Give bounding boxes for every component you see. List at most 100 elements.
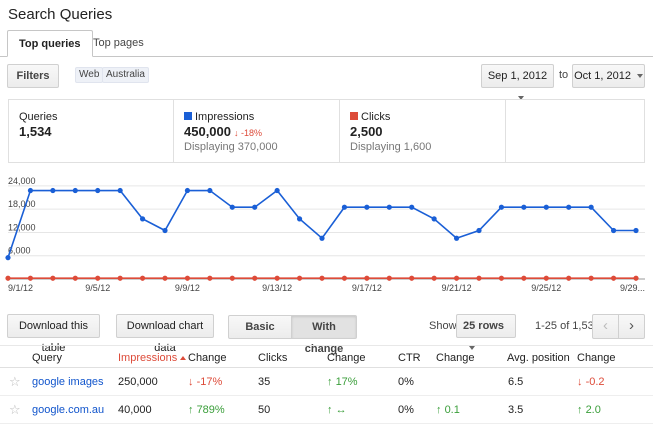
ctr-change-cell: ↑ 0.1: [436, 404, 460, 416]
down-arrow-icon: ↓: [188, 376, 194, 388]
ctr-cell: 0%: [398, 404, 414, 416]
star-icon[interactable]: ☆: [9, 402, 21, 417]
data-point-clicks: [364, 275, 370, 281]
tab-top-queries[interactable]: Top queries: [7, 30, 93, 57]
data-point-impressions: [117, 187, 123, 194]
data-point-clicks: [610, 275, 617, 281]
metric-value: 2,500: [350, 124, 383, 139]
x-tick-label: 9/21/12: [442, 283, 472, 293]
x-tick-label: 9/25/12: [531, 283, 561, 293]
impressions-cell: 40,000: [118, 404, 152, 416]
col-header-impressions[interactable]: Impressions: [118, 352, 187, 364]
with-change-toggle[interactable]: With change: [291, 315, 357, 355]
col-header-imp-change[interactable]: Change: [188, 352, 227, 364]
col-header-avg-position[interactable]: Avg. position: [507, 352, 570, 364]
col-header-ctr-change[interactable]: Change: [436, 352, 475, 364]
data-point-clicks: [319, 275, 325, 281]
data-point-impressions: [543, 204, 549, 210]
col-header-query[interactable]: Query: [32, 352, 62, 364]
clicks-swatch-icon[interactable]: [350, 112, 358, 120]
data-point-impressions: [386, 204, 392, 210]
rows-per-page-select[interactable]: 25 rows: [456, 314, 516, 351]
download-chart-button[interactable]: Download chart data: [116, 314, 214, 354]
data-point-impressions: [633, 227, 639, 234]
data-point-clicks: [521, 275, 527, 281]
tab-bar: Top queries Top pages: [0, 30, 653, 57]
prev-page-button[interactable]: ‹: [592, 314, 619, 339]
tab-top-pages[interactable]: Top pages: [93, 37, 144, 49]
sort-ascending-icon: [180, 356, 187, 360]
down-arrow-icon: ↓: [234, 128, 239, 138]
y-tick-label: 12,000: [8, 222, 36, 232]
data-point-impressions: [409, 204, 415, 210]
down-arrow-icon: ↓: [577, 376, 583, 388]
basic-toggle[interactable]: Basic: [228, 315, 292, 339]
ctr-cell: 0%: [398, 376, 414, 388]
data-point-clicks: [476, 275, 482, 281]
col-header-ctr[interactable]: CTR: [398, 352, 421, 364]
filters-button[interactable]: Filters: [7, 64, 59, 88]
table-row: ☆ google images 250,000 ↓ -17% 35 ↑ 17% …: [0, 368, 653, 396]
data-point-impressions: [476, 227, 482, 234]
data-point-impressions: [207, 187, 213, 194]
data-point-clicks: [498, 275, 505, 281]
date-range-separator: to: [559, 69, 569, 81]
data-point-impressions: [610, 227, 617, 234]
data-point-clicks: [162, 275, 168, 281]
metric-impressions[interactable]: Impressions 450,000 ↓ -18% Displaying 370…: [174, 100, 340, 162]
data-point-clicks: [409, 275, 415, 281]
metric-label: Impressions: [195, 111, 255, 123]
y-tick-label: 6,000: [8, 246, 31, 256]
data-point-impressions: [95, 187, 101, 194]
data-point-clicks: [252, 275, 258, 281]
metric-value: 450,000: [184, 124, 231, 139]
metric-value: 1,534: [19, 124, 52, 139]
data-point-impressions: [296, 216, 303, 222]
change-value: 0.1: [444, 404, 460, 416]
download-table-button[interactable]: Download this table: [7, 314, 100, 354]
change-value: 17%: [335, 376, 358, 388]
data-point-impressions: [27, 187, 34, 194]
up-arrow-icon: ↑: [436, 404, 442, 416]
date-to-value: Oct 1, 2012: [574, 70, 631, 82]
chevron-left-icon: ‹: [603, 317, 608, 334]
query-link[interactable]: google.com.au: [32, 404, 105, 416]
filter-chip-australia[interactable]: Australia: [102, 67, 149, 83]
metric-label: Queries: [19, 111, 58, 123]
data-point-clicks: [207, 275, 213, 281]
clicks-cell: 35: [258, 376, 271, 388]
col-header-pos-change[interactable]: Change: [577, 352, 616, 364]
col-header-clicks-change[interactable]: Change: [327, 352, 366, 364]
date-to-dropdown[interactable]: Oct 1, 2012: [572, 64, 645, 88]
date-from-dropdown[interactable]: Sep 1, 2012: [481, 64, 554, 101]
up-arrow-icon: ↑: [188, 404, 194, 416]
impressions-cell: 250,000: [118, 376, 158, 388]
data-point-impressions: [72, 187, 78, 194]
data-point-impressions: [431, 216, 437, 222]
star-icon[interactable]: ☆: [9, 374, 21, 389]
data-point-clicks: [296, 275, 303, 281]
pos-change-cell: ↑ 2.0: [577, 404, 601, 416]
data-point-impressions: [498, 204, 505, 210]
data-point-impressions: [566, 204, 572, 210]
data-point-impressions: [274, 187, 280, 194]
data-point-clicks: [453, 275, 460, 281]
data-point-impressions: [453, 235, 460, 241]
rows-select-value: 25 rows: [463, 320, 504, 332]
data-point-clicks: [139, 275, 146, 281]
filter-chip-web[interactable]: Web: [75, 67, 104, 83]
col-header-clicks[interactable]: Clicks: [258, 352, 288, 364]
data-point-clicks: [431, 275, 437, 281]
metric-clicks[interactable]: Clicks 2,500 Displaying 1,600: [340, 100, 506, 162]
impressions-swatch-icon[interactable]: [184, 112, 192, 120]
next-page-button[interactable]: ›: [618, 314, 645, 339]
metric-subtext: Displaying 1,600: [350, 141, 432, 153]
y-tick-label: 24,000: [8, 176, 36, 186]
clicks-cell: 50: [258, 404, 271, 416]
data-point-impressions: [229, 204, 235, 210]
change-value: 789%: [196, 404, 225, 416]
query-link[interactable]: google images: [32, 376, 104, 388]
data-point-impressions: [162, 227, 168, 234]
data-point-clicks: [72, 275, 78, 281]
data-point-impressions: [50, 187, 56, 194]
